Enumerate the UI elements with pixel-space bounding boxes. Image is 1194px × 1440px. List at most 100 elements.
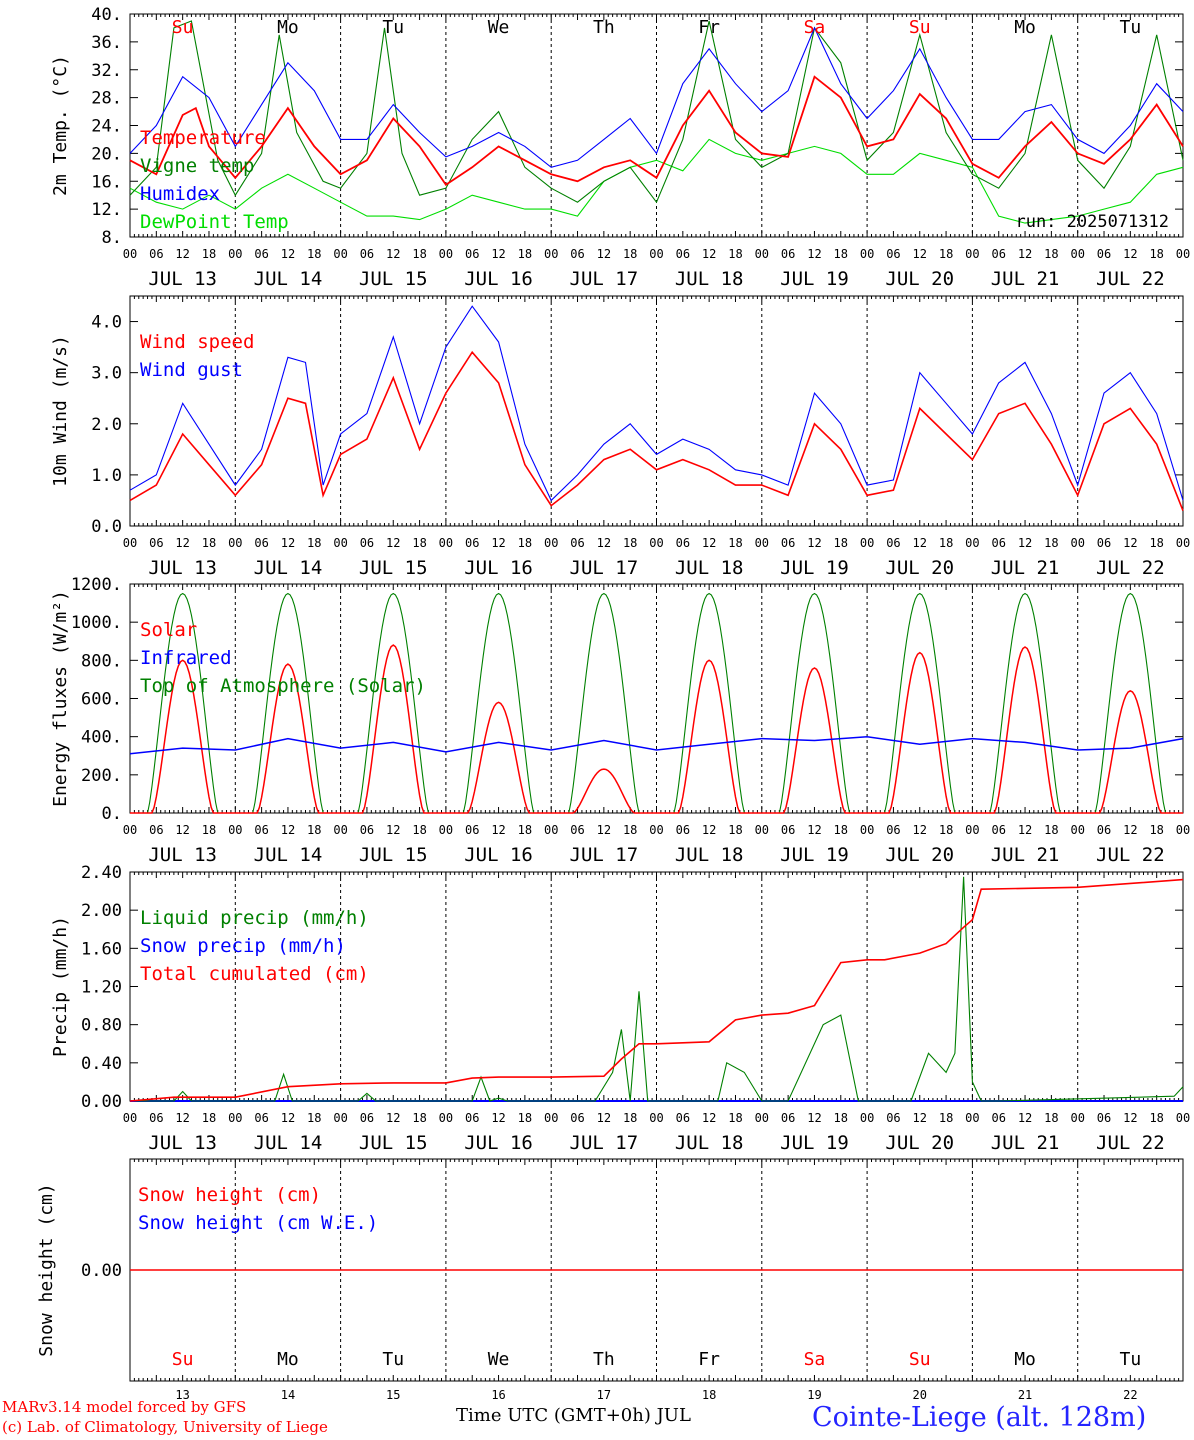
x-tick-label: 00 [333, 823, 347, 837]
x-tick-label: 12 [281, 1111, 295, 1125]
x-tick-label: 18 [1149, 1111, 1163, 1125]
x-tick-label: 06 [360, 536, 374, 550]
x-day-label: JUL 19 [780, 1132, 849, 1154]
series-dewpoint [129, 138, 1184, 224]
x-day-label: JUL 21 [991, 1132, 1060, 1154]
series-humidex [129, 26, 1184, 168]
x-tick-label: 12 [491, 823, 505, 837]
x-tick-label: 12 [491, 536, 505, 550]
x-tick-label: 00 [1176, 536, 1190, 550]
x-tick-label: 00 [333, 536, 347, 550]
x-tick-label: 00 [1070, 1111, 1084, 1125]
model-credit: MARv3.14 model forced by GFS [2, 1398, 247, 1416]
x-tick-label: 12 [807, 536, 821, 550]
x-tick-label: 06 [149, 823, 163, 837]
x-tick-label: 18 [307, 823, 321, 837]
x-tick-label: 18 [518, 247, 532, 261]
plot-frame-1 [129, 13, 1184, 238]
x-tick-label: 00 [544, 247, 558, 261]
x-day-label: JUL 17 [570, 1132, 639, 1154]
x-tick-label: 00 [1176, 1111, 1190, 1125]
x-tick-label: 06 [254, 536, 268, 550]
x-tick-label: 18 [202, 1111, 216, 1125]
x-tick-label: 06 [886, 1111, 900, 1125]
series-infrared [129, 735, 1184, 755]
y-tick-label: 0. [102, 804, 122, 824]
x-tick-label: 06 [991, 823, 1005, 837]
x-tick-label: 06 [570, 247, 584, 261]
x-tick-label: 18 [1044, 247, 1058, 261]
y-tick-label: 2.0 [91, 415, 122, 435]
x-tick-label: 12 [913, 536, 927, 550]
x-tick-label: 06 [254, 1111, 268, 1125]
x-day-label: JUL 17 [570, 268, 639, 290]
legend-item: Infrared [140, 647, 232, 669]
x-tick-label: 12 [386, 247, 400, 261]
x-tick-label: 06 [1097, 1111, 1111, 1125]
x-tick-label: 00 [649, 823, 663, 837]
x-tick-label: 00 [965, 536, 979, 550]
x-day-label: JUL 18 [675, 1132, 744, 1154]
y-tick-label: 1.20 [81, 978, 122, 998]
x-tick-label: 00 [860, 247, 874, 261]
x-tick-label: 18 [1149, 247, 1163, 261]
x-tick-label: 12 [386, 536, 400, 550]
x-day-label: JUL 18 [675, 844, 744, 866]
y-tick-label: 0.80 [81, 1016, 122, 1036]
x-tick-label: 12 [1123, 1111, 1137, 1125]
legend-item: Snow precip (mm/h) [140, 935, 346, 957]
x-tick-label: 00 [544, 536, 558, 550]
x-day-label: JUL 20 [885, 557, 954, 579]
run-label: run: 2025071312 [1015, 212, 1169, 232]
series-solar-day [1077, 690, 1183, 814]
x-tick-label: 18 [307, 536, 321, 550]
x-tick-label: 18 [834, 823, 848, 837]
x-tick-label: 06 [254, 247, 268, 261]
x-tick-label: 06 [886, 247, 900, 261]
series-solar-day [656, 659, 762, 814]
x-tick-label: 12 [281, 536, 295, 550]
x-tick-label: 06 [149, 247, 163, 261]
day-number-label: 17 [597, 1388, 611, 1402]
x-tick-label: 12 [913, 247, 927, 261]
x-tick-label: 06 [570, 536, 584, 550]
x-tick-label: 12 [281, 823, 295, 837]
x-tick-label: 18 [412, 823, 426, 837]
series-solar-day [867, 651, 973, 814]
day-number-label: 20 [913, 1388, 927, 1402]
series-solar-day [445, 701, 552, 814]
x-tick-label: 12 [1018, 247, 1032, 261]
x-tick-label: 00 [755, 536, 769, 550]
x-tick-label: 18 [412, 536, 426, 550]
y-tick-label: 16. [91, 172, 122, 192]
series-solar-day [972, 646, 1078, 814]
x-day-label: JUL 13 [148, 557, 217, 579]
x-tick-label: 00 [123, 1111, 137, 1125]
y-tick-label: 8. [102, 228, 122, 248]
day-number-label: 21 [1018, 1388, 1032, 1402]
weekday-label-bottom: Fr [698, 1349, 720, 1370]
weekday-label-bottom: Sa [804, 1349, 826, 1370]
x-day-label: JUL 15 [359, 1132, 428, 1154]
y-tick-label: 28. [91, 89, 122, 109]
series-toa-solar-day [445, 592, 552, 814]
x-tick-label: 06 [991, 1111, 1005, 1125]
x-tick-label: 00 [333, 247, 347, 261]
x-tick-label: 00 [228, 536, 242, 550]
x-tick-label: 12 [597, 247, 611, 261]
y-tick-label: 1.0 [91, 466, 122, 486]
x-tick-label: 06 [1097, 536, 1111, 550]
x-tick-label: 18 [202, 823, 216, 837]
x-tick-label: 00 [439, 247, 453, 261]
x-tick-label: 06 [781, 247, 795, 261]
x-day-label: JUL 13 [148, 268, 217, 290]
x-day-label: JUL 16 [464, 844, 533, 866]
weekday-label: Su [909, 17, 931, 38]
x-day-label: JUL 21 [991, 268, 1060, 290]
y-tick-label: 400. [81, 728, 122, 748]
x-day-label: JUL 15 [359, 557, 428, 579]
x-day-label: JUL 15 [359, 268, 428, 290]
x-tick-label: 00 [1176, 247, 1190, 261]
x-tick-label: 12 [702, 1111, 716, 1125]
